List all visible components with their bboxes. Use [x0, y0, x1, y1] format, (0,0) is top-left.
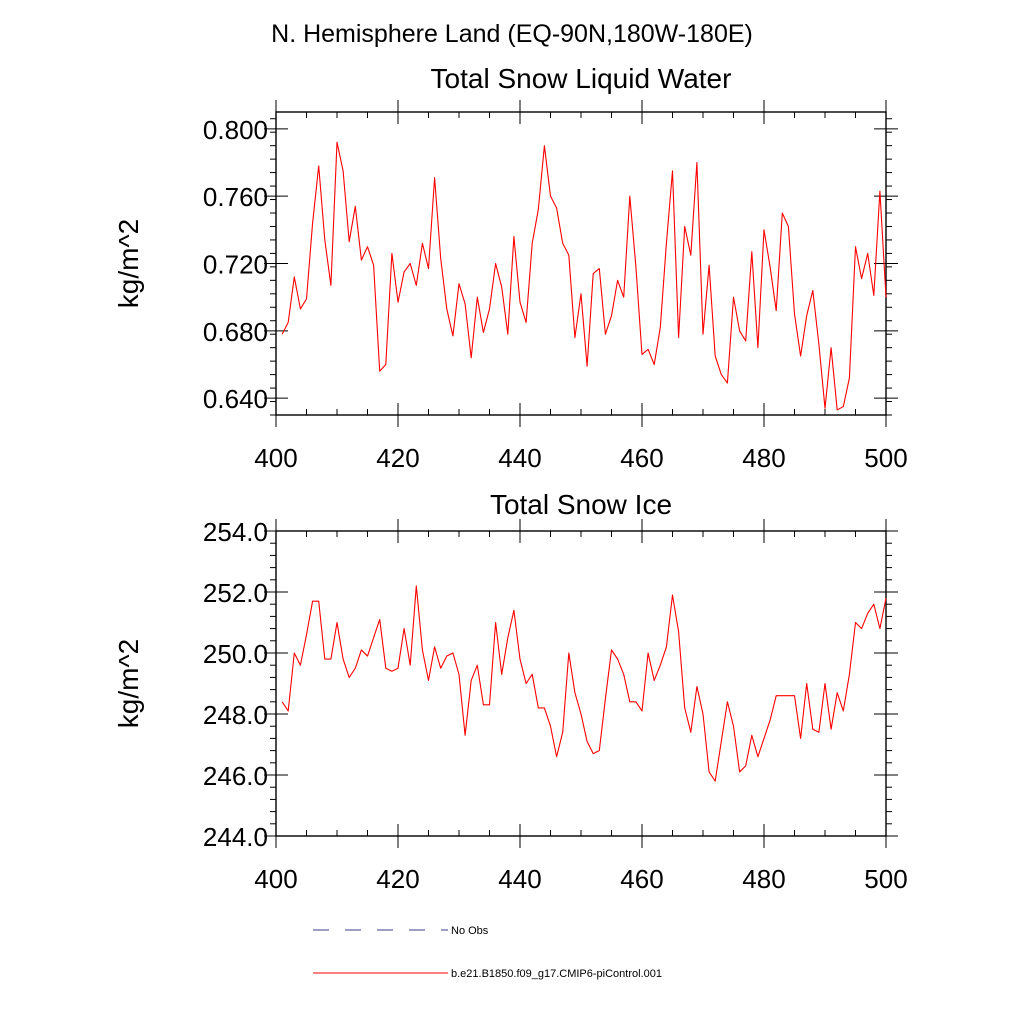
x-tick-label: 460	[620, 864, 663, 894]
x-tick-label: 400	[254, 864, 297, 894]
y-axis-label: kg/m^2	[113, 639, 144, 728]
legend: No Obs b.e21.B1850.f09_g17.CMIP6-piContro…	[313, 925, 662, 980]
y-tick-label: 0.760	[203, 182, 268, 212]
y-tick-label: 244.0	[203, 822, 268, 852]
y-tick-label: 0.680	[203, 317, 268, 347]
y-tick-label: 248.0	[203, 700, 268, 730]
series-line	[281, 141, 887, 411]
y-tick-label: 254.0	[203, 517, 268, 547]
y-tick-label: 0.800	[203, 115, 268, 145]
panel-title: Total Snow Ice	[490, 489, 672, 520]
y-axis-label: kg/m^2	[113, 219, 144, 308]
x-tick-label: 480	[742, 864, 785, 894]
x-tick-label: 440	[498, 864, 541, 894]
x-tick-label: 500	[864, 864, 907, 894]
x-tick-label: 440	[498, 443, 541, 473]
panel-title: Total Snow Liquid Water	[431, 63, 732, 94]
chart-panel-2: Total Snow Ice 400 420 440 460 480 500 244.0 246…	[113, 489, 908, 894]
chart-panel-1: Total Snow Liquid Water 400 420 440 460 480 50…	[113, 63, 908, 473]
x-tick-label: 480	[742, 443, 785, 473]
chart-panels: Total Snow Liquid Water 400 420 440 460 480 50…	[113, 63, 908, 894]
y-tick-label: 246.0	[203, 761, 268, 791]
y-tick-label: 250.0	[203, 639, 268, 669]
y-tick-label: 252.0	[203, 578, 268, 608]
x-tick-label: 420	[376, 864, 419, 894]
y-tick-label: 0.720	[203, 250, 268, 280]
legend-label: b.e21.B1850.f09_g17.CMIP6-piControl.001	[451, 968, 662, 980]
legend-entry: No Obs	[313, 925, 489, 937]
x-tick-label: 460	[620, 443, 663, 473]
y-tick-label: 0.640	[203, 384, 268, 414]
figure-suptitle: N. Hemisphere Land (EQ-90N,180W-180E)	[271, 20, 753, 48]
legend-label: No Obs	[451, 925, 489, 937]
legend-entry: b.e21.B1850.f09_g17.CMIP6-piControl.001	[313, 968, 662, 980]
plot-frame	[275, 111, 887, 416]
x-tick-label: 500	[864, 443, 907, 473]
series-line	[281, 585, 887, 782]
x-tick-label: 420	[376, 443, 419, 473]
plot-frame	[275, 530, 887, 837]
x-tick-label: 400	[254, 443, 297, 473]
